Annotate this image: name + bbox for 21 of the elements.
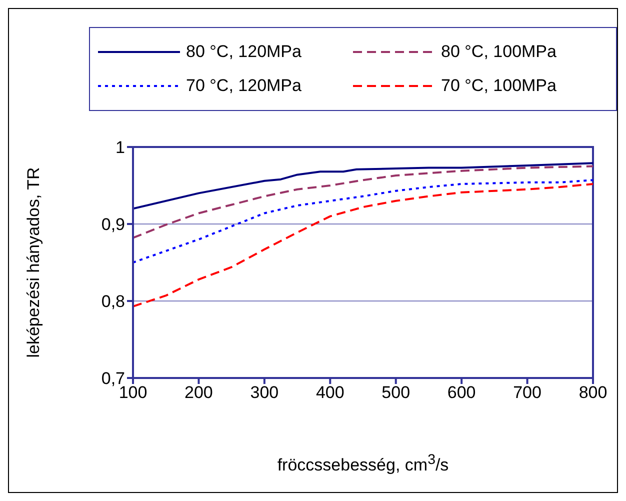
x-tick-label: 500 [382,383,410,402]
legend-label: 70 °C, 120MPa [186,76,302,96]
line-series [133,165,593,239]
legend-label: 80 °C, 120MPa [186,42,302,62]
line-series [133,179,593,264]
x-tick-label: 400 [316,383,344,402]
y-tick-label: 1 [116,138,125,158]
y-tick-label: 0,9 [101,215,125,234]
x-tick-label: 800 [578,383,608,402]
x-axis-title: fröccssebesség, cm$^{3}$/s [276,452,450,476]
y-axis-title: leképezési hányados, TR [24,167,44,358]
x-tick-label: 600 [447,383,476,402]
line-series [133,162,593,210]
x-tick-label: 700 [513,383,542,402]
x-tick-label: 300 [250,383,279,402]
legend-label: 70 °C, 100MPa [441,76,556,96]
x-tick-label: 100 [118,383,148,402]
y-tick-label: 0,8 [101,292,125,312]
x-tick-label: 200 [184,383,213,402]
line-series [133,182,593,308]
legend-label: 80 °C, 100MPa [441,42,556,62]
